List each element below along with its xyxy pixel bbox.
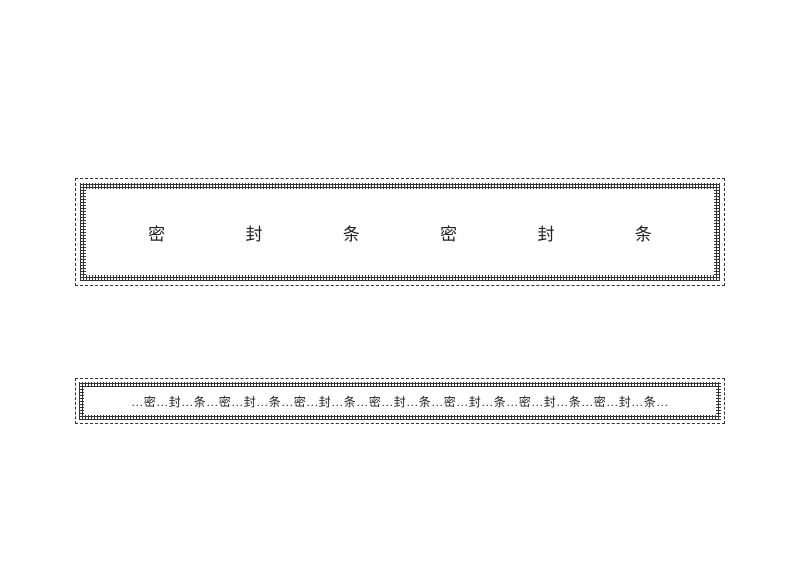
seal-char: 封 — [537, 220, 554, 245]
seal-strip-small-inner: …密…封…条…密…封…条…密…封…条…密…封…条…密…封…条…密…封…条…密…封… — [79, 382, 721, 420]
seal-char: 封 — [245, 220, 262, 245]
seal-char: 条 — [635, 220, 652, 245]
seal-char: 条 — [343, 220, 360, 245]
seal-text-repeated: …密…封…条…密…封…条…密…封…条…密…封…条…密…封…条…密…封…条…密…封… — [131, 393, 669, 410]
seal-char: 密 — [148, 220, 165, 245]
seal-strip-large: 密 封 条 密 封 条 — [75, 178, 725, 286]
seal-strip-small: …密…封…条…密…封…条…密…封…条…密…封…条…密…封…条…密…封…条…密…封… — [75, 378, 725, 424]
seal-strip-large-inner: 密 封 条 密 封 条 — [80, 183, 720, 281]
seal-char: 密 — [440, 220, 457, 245]
